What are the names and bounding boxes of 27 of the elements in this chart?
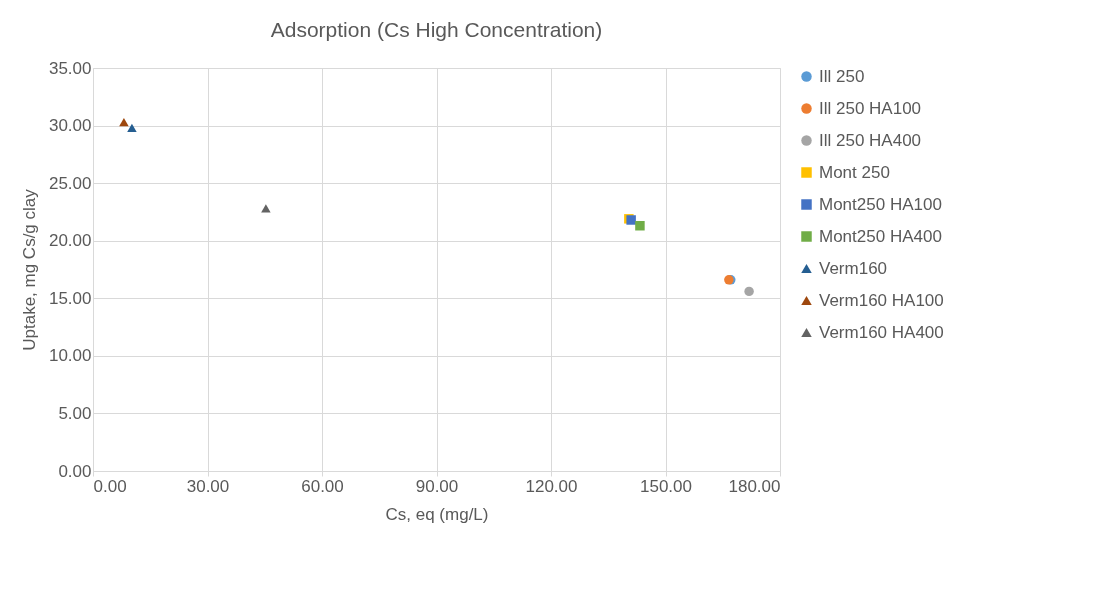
legend-label: Verm160 HA100 — [819, 290, 944, 310]
x-axis-title: Cs, eq (mg/L) — [385, 504, 489, 524]
y-axis-title: Uptake, mg Cs/g clay — [19, 188, 39, 351]
legend-label: Mont250 HA100 — [819, 194, 942, 214]
legend-label: Mont 250 — [819, 162, 890, 182]
legend-label: Mont250 HA400 — [819, 226, 942, 246]
legend-label: Ill 250 HA400 — [819, 130, 922, 150]
y-tick-label: 5.00 — [58, 403, 92, 423]
x-tick-label: 60.00 — [301, 476, 344, 496]
y-tick-label: 10.00 — [48, 346, 92, 366]
legend-label: Ill 250 — [819, 66, 865, 86]
x-tick-label: 120.00 — [525, 476, 578, 496]
y-tick-label: 30.00 — [48, 116, 92, 136]
chart-title: Adsorption (Cs High Concentration) — [270, 18, 603, 41]
y-tick-label: 20.00 — [48, 231, 92, 251]
y-tick-label: 15.00 — [48, 288, 92, 308]
x-tick-label: 180.00 — [728, 476, 781, 496]
x-tick-label: 150.00 — [640, 476, 692, 496]
legend-label: Verm160 — [819, 258, 888, 278]
legend-label: Verm160 HA400 — [819, 322, 944, 342]
y-tick-label: 0.00 — [58, 461, 92, 481]
x-tick-label: 90.00 — [415, 476, 459, 496]
y-tick-label: 25.00 — [48, 173, 92, 193]
y-tick-label: 35.00 — [48, 58, 92, 78]
x-tick-label: 30.00 — [186, 476, 230, 496]
x-tick-label: 0.00 — [93, 476, 127, 496]
legend-label: Ill 250 HA100 — [819, 98, 922, 118]
